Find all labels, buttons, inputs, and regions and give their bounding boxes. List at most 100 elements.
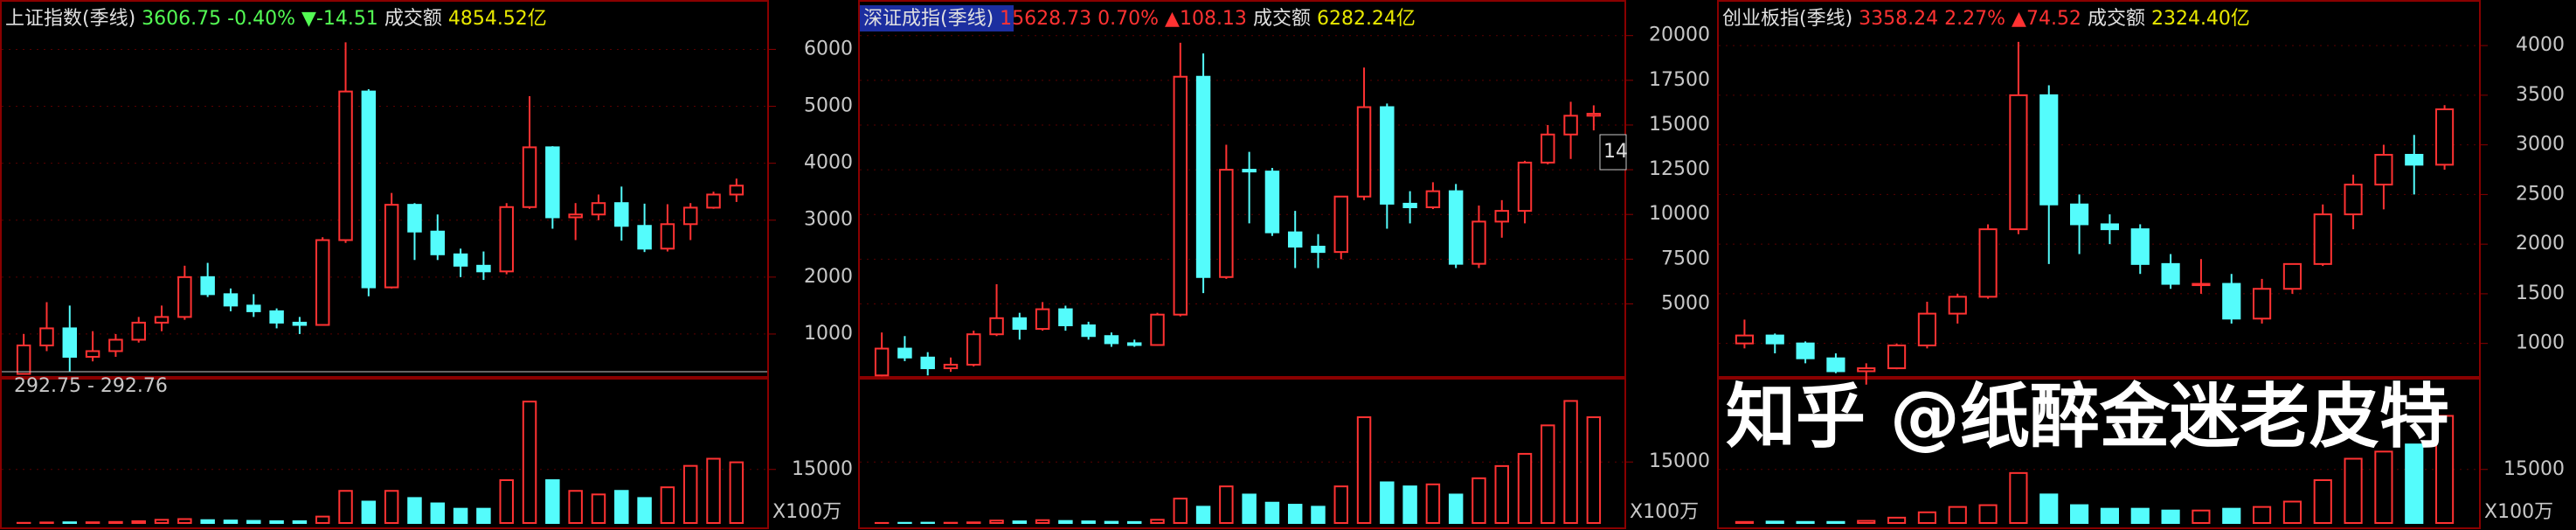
candle-body: [2192, 282, 2211, 287]
candle-body: [154, 316, 170, 324]
candle-body: [177, 275, 192, 318]
candle-body: [1333, 195, 1348, 254]
candle-body: [1517, 161, 1533, 213]
volume-tick-label: 15000: [1649, 450, 1710, 472]
candle-body: [1448, 190, 1464, 265]
annotation-box: [1599, 134, 1627, 171]
candle-body: [1104, 335, 1119, 345]
volume-bar: [2313, 479, 2332, 524]
candle-body: [1563, 115, 1578, 136]
volume-bar: [2100, 507, 2119, 525]
candle-body: [2130, 228, 2150, 265]
y-tick-label: 10000: [1649, 203, 1710, 225]
volume-bar: [1195, 506, 1211, 524]
candle-body: [2009, 94, 2028, 231]
candle-body: [920, 356, 935, 370]
candle-body: [131, 321, 146, 341]
candle-body: [315, 239, 330, 326]
volume-bar: [2374, 450, 2393, 524]
y-tick-label: 5000: [804, 95, 853, 117]
volume-bar: [989, 520, 1004, 525]
volume-bar: [2253, 506, 2272, 524]
volume-unit: X100万: [1630, 501, 1699, 523]
quote: 3358.24 2.27%: [1859, 8, 2005, 30]
y-tick-label: 3000: [2516, 134, 2565, 156]
volume-bar: [2039, 493, 2059, 524]
volume-bar: [338, 490, 353, 524]
candle-body: [1796, 342, 1815, 359]
volume-bar: [223, 520, 239, 524]
volume-bar: [315, 515, 330, 525]
volume-bar: [453, 507, 468, 525]
volume-unit: X100万: [2484, 501, 2553, 523]
volume-bar: [660, 486, 675, 525]
price-frame: [0, 0, 769, 378]
candle-body: [966, 333, 981, 366]
candle-body: [453, 253, 468, 267]
volume-bar: [2070, 504, 2089, 524]
index-name: 深证成指(季线): [863, 8, 994, 30]
candle-body: [85, 350, 100, 358]
volume-bar: [1333, 485, 1348, 525]
y-tick-label: 6000: [804, 38, 853, 59]
volume-bar: [637, 497, 652, 525]
candle-body: [246, 304, 261, 312]
volume-bar: [2222, 507, 2241, 525]
candle-body: [1586, 113, 1602, 117]
volume-bar: [200, 519, 215, 525]
candle-body: [2374, 153, 2393, 186]
candle-body: [1127, 342, 1142, 346]
candle-body: [499, 206, 514, 273]
candle-body: [1012, 317, 1028, 331]
y-tick-label: 1000: [804, 323, 853, 345]
candle-body: [476, 264, 491, 273]
candle-body: [2344, 184, 2363, 216]
candle-body: [1735, 334, 1754, 345]
annotation: 14: [1603, 141, 1628, 163]
volume-bar: [62, 521, 78, 525]
candle-body: [1978, 228, 1998, 298]
candle-body: [1242, 169, 1257, 173]
volume-bar: [1857, 520, 1876, 524]
volume-bar: [1541, 424, 1555, 524]
volume-bar: [1012, 520, 1028, 524]
candle-body: [614, 202, 629, 227]
volume-bar: [1219, 485, 1234, 525]
candle-body: [1402, 202, 1417, 209]
volume-bar: [1517, 452, 1533, 524]
candle-body: [1826, 357, 1845, 373]
volume-frame: [858, 378, 1626, 529]
volume-bar: [966, 521, 981, 524]
candle-body: [2070, 203, 2089, 226]
volume-bar: [2405, 443, 2424, 524]
candle-body: [1264, 171, 1280, 234]
candle-body: [1195, 75, 1211, 278]
candle-body: [292, 321, 308, 326]
volume-frame: [1717, 378, 2481, 529]
volume-bar: [682, 464, 698, 525]
volume-bar: [545, 479, 560, 524]
volume-bar: [361, 500, 377, 524]
candle-body: [1765, 334, 1784, 345]
candle-body: [1058, 308, 1073, 326]
y-tick-label: 12500: [1649, 158, 1710, 180]
volume-bar: [1104, 520, 1119, 525]
candle-body: [2282, 262, 2302, 290]
candle-body: [1541, 133, 1555, 164]
volume-bar: [729, 461, 744, 524]
candle-body: [660, 223, 675, 250]
candle-body: [1356, 106, 1372, 198]
header: 上证指数(季线) 3606.75 -0.40% ▼-14.51 成交额 4854…: [5, 8, 547, 30]
candle-body: [361, 90, 377, 289]
volume-bar: [292, 520, 308, 524]
volume-bar: [2344, 457, 2363, 524]
change: ▲108.13: [1165, 8, 1247, 30]
candle-body: [1311, 246, 1326, 254]
quote: 15628.73 0.70%: [1000, 8, 1159, 30]
volume-bar: [2435, 415, 2455, 524]
candle-body: [545, 146, 560, 219]
volume-bar: [39, 521, 54, 525]
candle-body: [591, 202, 606, 216]
volume-bar: [384, 490, 399, 524]
